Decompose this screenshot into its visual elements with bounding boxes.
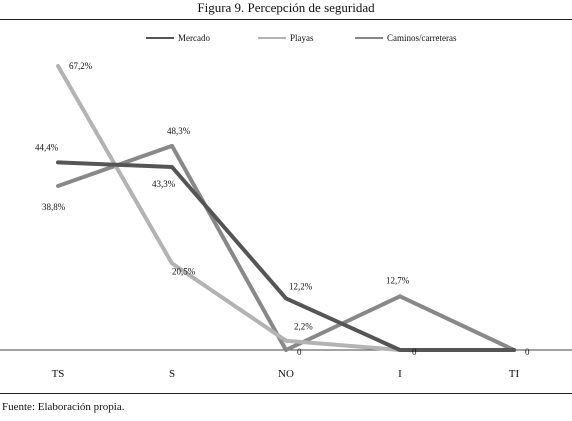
figure-title: Figura 9. Percepción de seguridad xyxy=(197,0,375,15)
data-label-ti-11: 0 xyxy=(525,347,530,357)
data-label-s-4: 43,3% xyxy=(152,179,176,189)
legend-label-playas: Playas xyxy=(290,33,314,43)
data-label-ts-0: 44,4% xyxy=(35,142,59,152)
data-label-no-6: 12,2% xyxy=(289,281,313,291)
data-label-i-9: 12,7% xyxy=(386,275,410,285)
top-rule xyxy=(0,19,572,20)
series-line-mercado xyxy=(56,160,516,352)
bottom-rule xyxy=(0,393,572,394)
figure-source: Fuente: Elaboración propia. xyxy=(2,401,125,413)
legend-label-mercado: Mercado xyxy=(178,33,210,43)
x-tick-no: NO xyxy=(278,368,294,380)
series-line-caminos-carreteras xyxy=(56,143,516,352)
series-lines xyxy=(56,64,516,352)
data-label-i-10: 0 xyxy=(412,347,417,357)
x-tick-labels: TS S NO I TI xyxy=(52,368,520,380)
legend: Mercado Playas Caminos/carreteras xyxy=(146,33,457,43)
x-tick-s: S xyxy=(169,368,175,380)
data-label-ts-1: 38,8% xyxy=(42,202,66,212)
x-tick-ts: TS xyxy=(52,368,65,380)
data-label-no-7: 2,2% xyxy=(294,322,313,332)
legend-label-caminos-carreteras: Caminos/carreteras xyxy=(387,33,457,43)
data-label-no-8: 0 xyxy=(297,347,302,357)
data-labels: 44,4% 38,8% 67,2% 48,3% 43,3% 20,5% 12,2% 2,2% 0… xyxy=(35,61,530,357)
data-label-ts-2: 67,2% xyxy=(69,61,93,71)
x-tick-i: I xyxy=(398,368,402,380)
data-label-s-5: 20,5% xyxy=(172,266,196,276)
series-line-playas xyxy=(56,64,516,352)
x-tick-ti: TI xyxy=(509,368,520,380)
data-label-s-3: 48,3% xyxy=(167,126,191,136)
